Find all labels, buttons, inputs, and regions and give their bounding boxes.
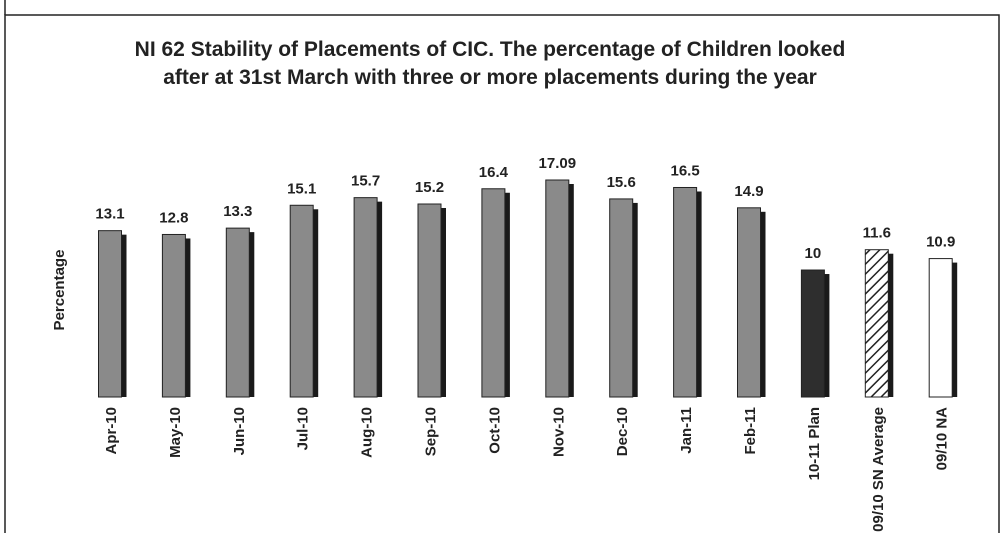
bar bbox=[673, 186, 698, 398]
data-label: 16.4 bbox=[479, 164, 509, 181]
data-label: 16.5 bbox=[670, 162, 699, 179]
bar bbox=[225, 227, 250, 398]
data-label: 13.3 bbox=[223, 203, 252, 220]
bar bbox=[609, 198, 634, 398]
data-label: 12.8 bbox=[159, 209, 188, 226]
bar bbox=[417, 203, 442, 398]
data-label: 10 bbox=[805, 245, 822, 262]
x-tick-label: Apr-10 bbox=[103, 407, 120, 455]
bar bbox=[289, 204, 314, 398]
x-tick-label: Feb-11 bbox=[742, 407, 759, 455]
data-label: 15.7 bbox=[351, 173, 380, 190]
bar bbox=[161, 233, 186, 398]
data-label: 10.9 bbox=[926, 234, 955, 251]
x-tick-label: 09/10 NA bbox=[934, 407, 951, 471]
x-tick-label: Sep-10 bbox=[423, 407, 440, 456]
x-tick-label: Oct-10 bbox=[486, 407, 503, 454]
x-tick-label: Aug-10 bbox=[359, 407, 376, 458]
x-tick-label: 10-11 Plan bbox=[806, 407, 823, 480]
data-label: 15.2 bbox=[415, 179, 444, 196]
bar bbox=[545, 179, 570, 398]
data-label: 11.6 bbox=[863, 225, 891, 242]
bar bbox=[928, 258, 953, 398]
bar bbox=[481, 188, 506, 398]
x-tick-label: May-10 bbox=[167, 407, 184, 458]
x-tick-label: Nov-10 bbox=[550, 407, 567, 457]
chart-title: NI 62 Stability of Placements of CIC. Th… bbox=[134, 38, 846, 89]
bar bbox=[98, 230, 122, 398]
bar bbox=[864, 249, 889, 398]
x-tick-label: Dec-10 bbox=[614, 407, 631, 456]
data-label: 15.6 bbox=[607, 174, 636, 191]
data-label: 14.9 bbox=[734, 183, 763, 200]
frame bbox=[4, 14, 1000, 533]
x-tick-label: Jul-10 bbox=[295, 407, 312, 450]
data-label: 15.1 bbox=[287, 180, 316, 197]
x-tick-label: 09/10 SN Average bbox=[870, 407, 887, 532]
data-label: 13.1 bbox=[95, 206, 124, 223]
bar bbox=[737, 207, 761, 398]
y-axis-label: Percentage bbox=[51, 250, 68, 331]
bar bbox=[353, 197, 378, 398]
x-tick-label: Jan-11 bbox=[678, 407, 695, 454]
bar bbox=[800, 269, 825, 398]
data-label: 17.09 bbox=[539, 155, 577, 172]
x-tick-label: Jun-10 bbox=[231, 407, 248, 455]
